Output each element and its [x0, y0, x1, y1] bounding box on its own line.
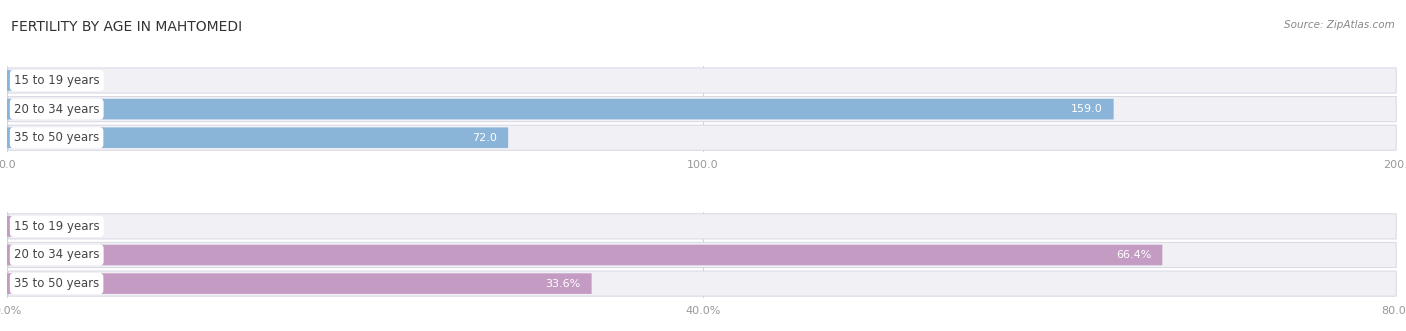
Text: 20 to 34 years: 20 to 34 years [14, 249, 100, 261]
Text: 33.6%: 33.6% [546, 279, 581, 289]
Text: 35 to 50 years: 35 to 50 years [14, 131, 100, 144]
Text: 159.0: 159.0 [1071, 104, 1102, 114]
Text: 66.4%: 66.4% [1116, 250, 1152, 260]
FancyBboxPatch shape [8, 97, 1396, 122]
FancyBboxPatch shape [8, 214, 1396, 239]
Text: Source: ZipAtlas.com: Source: ZipAtlas.com [1284, 20, 1395, 30]
Text: 72.0: 72.0 [472, 133, 496, 143]
Text: 15 to 19 years: 15 to 19 years [14, 74, 100, 87]
Text: 15 to 19 years: 15 to 19 years [14, 220, 100, 233]
FancyBboxPatch shape [7, 273, 592, 294]
Text: 0.0: 0.0 [52, 75, 69, 85]
Text: 35 to 50 years: 35 to 50 years [14, 277, 100, 290]
FancyBboxPatch shape [8, 242, 1396, 267]
FancyBboxPatch shape [7, 216, 38, 237]
FancyBboxPatch shape [8, 271, 1396, 296]
FancyBboxPatch shape [7, 99, 1114, 119]
Text: FERTILITY BY AGE IN MAHTOMEDI: FERTILITY BY AGE IN MAHTOMEDI [11, 20, 242, 34]
Text: 20 to 34 years: 20 to 34 years [14, 103, 100, 116]
FancyBboxPatch shape [8, 68, 1396, 93]
FancyBboxPatch shape [7, 127, 508, 148]
FancyBboxPatch shape [8, 125, 1396, 150]
FancyBboxPatch shape [7, 245, 1163, 265]
FancyBboxPatch shape [7, 70, 38, 91]
Text: 0.0%: 0.0% [52, 221, 80, 231]
